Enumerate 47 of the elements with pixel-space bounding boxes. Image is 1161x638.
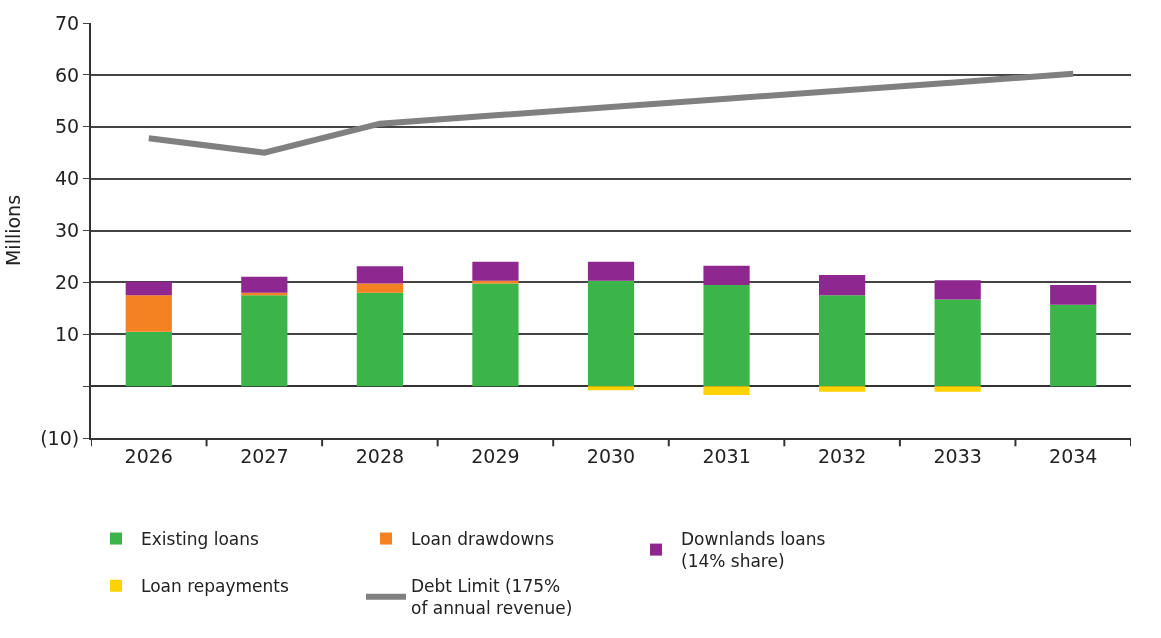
- legend-label: Loan drawdowns: [411, 529, 555, 550]
- y-tick-label: (10): [40, 426, 80, 449]
- bar: [934, 299, 981, 387]
- y-tick-label: 70: [55, 11, 80, 34]
- bar: [703, 265, 750, 285]
- bar: [587, 280, 635, 387]
- x-tick-label: 2032: [817, 444, 867, 467]
- bar: [356, 292, 403, 387]
- x-tick-label: 2030: [586, 444, 636, 467]
- bar: [587, 261, 635, 281]
- bar: [587, 386, 635, 391]
- x-tick-label: 2027: [240, 444, 289, 467]
- x-tick-label: 2033: [933, 444, 982, 467]
- bar: [125, 331, 172, 387]
- bar: [125, 295, 172, 332]
- y-axis-title: Millions: [1, 194, 24, 267]
- legend-label: Existing loans: [141, 529, 260, 550]
- bar: [125, 281, 172, 296]
- bar: [356, 283, 403, 293]
- bar: [819, 295, 866, 387]
- bar: [934, 280, 981, 300]
- y-tick-label: 30: [55, 219, 80, 242]
- x-tick-label: 2034: [1049, 444, 1098, 467]
- x-tick-label: 2029: [471, 444, 520, 467]
- legend-label: Debt Limit (175% of annual revenue): [411, 576, 573, 619]
- x-tick-label: 2031: [702, 444, 751, 467]
- bar: [356, 266, 403, 284]
- bar: [819, 386, 866, 392]
- bar: [1050, 304, 1097, 387]
- y-tick-label: 20: [55, 271, 80, 294]
- bar: [819, 275, 866, 296]
- bar: [472, 283, 519, 387]
- bar: [241, 276, 288, 293]
- y-tick-label: 40: [55, 167, 80, 190]
- bar: [703, 284, 750, 387]
- y-tick-label: 50: [55, 115, 80, 138]
- x-tick-label: 2028: [355, 444, 405, 467]
- y-tick-label: 10: [55, 322, 80, 345]
- bar: [472, 261, 519, 281]
- bar: [1050, 284, 1097, 305]
- bar: [703, 386, 750, 395]
- x-tick-label: 2026: [124, 444, 173, 467]
- bar: [934, 386, 981, 392]
- y-tick-label: 60: [55, 63, 80, 86]
- bar: [241, 295, 288, 387]
- legend-label: Downlands loans (14% share): [681, 529, 826, 572]
- legend-label: Loan repayments: [141, 576, 289, 597]
